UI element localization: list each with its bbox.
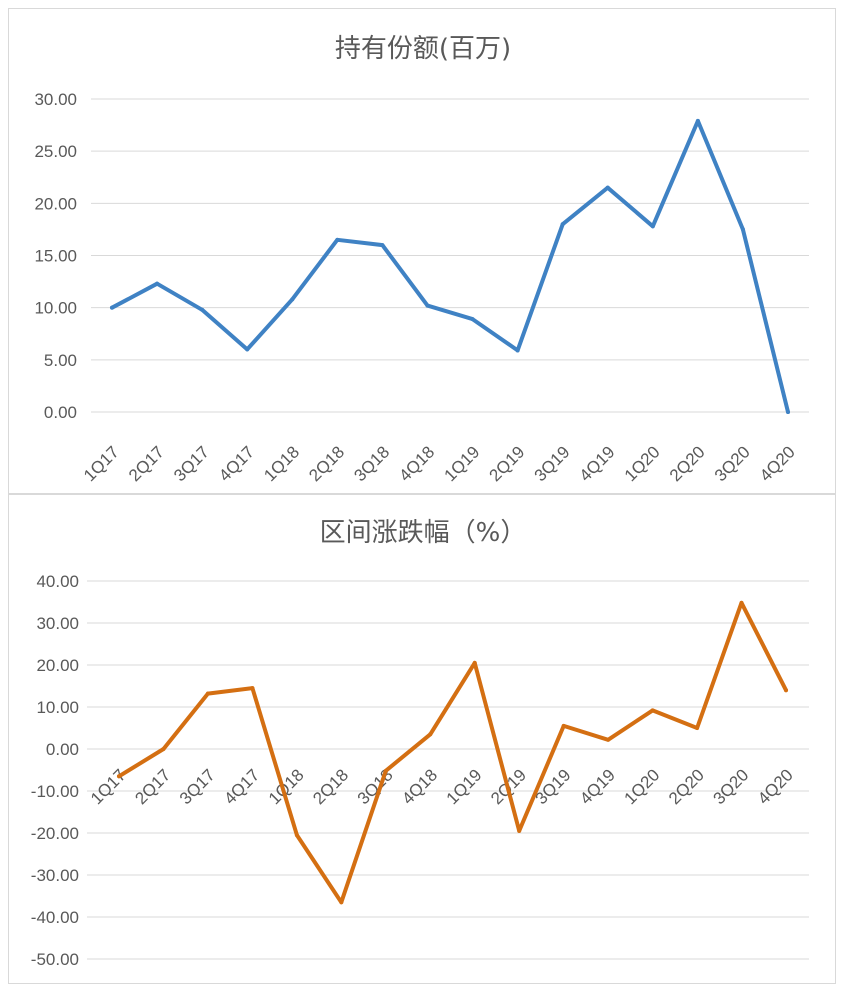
- data-point: [335, 237, 340, 242]
- x-tick-label: 1Q17: [80, 442, 123, 485]
- data-point: [515, 348, 520, 353]
- data-point: [517, 828, 522, 833]
- x-tick-label: 1Q20: [621, 765, 664, 808]
- data-point: [250, 686, 255, 691]
- x-tick-label: 1Q20: [621, 442, 664, 485]
- x-tick-label: 2Q17: [125, 442, 168, 485]
- data-point: [205, 691, 210, 696]
- y-tick-label: 25.00: [34, 142, 77, 161]
- x-tick-label: 4Q18: [398, 765, 441, 808]
- x-tick-label: 3Q20: [711, 442, 754, 485]
- y-tick-label: -50.00: [31, 950, 79, 969]
- x-tick-label: 4Q19: [576, 765, 619, 808]
- data-point: [339, 900, 344, 905]
- x-tick-label: 3Q17: [170, 442, 213, 485]
- y-tick-label: 0.00: [44, 403, 77, 422]
- x-tick-label: 1Q18: [260, 442, 303, 485]
- data-point: [245, 347, 250, 352]
- y-tick-label: 0.00: [46, 740, 79, 759]
- x-tick-label: 2Q19: [486, 442, 529, 485]
- x-tick-label: 4Q20: [756, 442, 799, 485]
- data-point: [560, 222, 565, 227]
- x-tick-label: 3Q17: [176, 765, 219, 808]
- chart-panel-holdings: 持有份额(百万) 0.00 5.00 10.00 15.00 20.00 25.00 30.…: [8, 8, 836, 494]
- data-point: [428, 732, 433, 737]
- x-tick-label: 3Q18: [350, 442, 393, 485]
- y-tick-label: 30.00: [36, 614, 79, 633]
- chart-panel-return: 区间涨跌幅（%） -50.00 -40.00 -30.00 -20.00 -10.00 0…: [8, 494, 836, 984]
- y-tick-label: -20.00: [31, 824, 79, 843]
- data-point: [383, 768, 388, 773]
- y-tick-label: 5.00: [44, 351, 77, 370]
- y-tick-label: -10.00: [31, 782, 79, 801]
- x-tick-label: 4Q18: [395, 442, 438, 485]
- data-point: [605, 185, 610, 190]
- data-point: [425, 303, 430, 308]
- x-tick-label: 4Q20: [754, 765, 797, 808]
- chart-title-holdings: 持有份额(百万): [335, 34, 511, 64]
- data-point: [740, 227, 745, 232]
- data-point: [695, 726, 700, 730]
- data-point: [695, 118, 700, 123]
- data-point: [786, 410, 790, 414]
- y-tick-label: 20.00: [34, 194, 77, 213]
- data-point: [294, 833, 299, 838]
- holdings-line-chart: 持有份额(百万) 0.00 5.00 10.00 15.00 20.00 25.00 30.…: [34, 34, 809, 485]
- y-tick-label: 40.00: [36, 572, 79, 591]
- data-point: [380, 243, 385, 248]
- x-tick-label: 2Q20: [666, 442, 709, 485]
- y-tick-label: 20.00: [36, 656, 79, 675]
- x-tick-label: 2Q18: [309, 765, 352, 808]
- x-tick-label: 2Q17: [131, 765, 174, 808]
- data-point: [117, 774, 121, 779]
- data-point: [739, 600, 744, 605]
- y-tick-label: -40.00: [31, 908, 79, 927]
- data-point: [470, 317, 475, 322]
- data-point: [110, 305, 114, 310]
- y-tick-label: 10.00: [36, 698, 79, 717]
- x-tick-label: 4Q17: [215, 442, 258, 485]
- chart-title-return: 区间涨跌幅（%）: [320, 518, 527, 548]
- data-point: [784, 688, 788, 693]
- series-line: [110, 118, 790, 414]
- series-line: [117, 600, 788, 905]
- x-tick-label: 1Q19: [443, 765, 486, 808]
- x-tick-label: 3Q19: [531, 442, 574, 485]
- return-line-chart: 区间涨跌幅（%） -50.00 -40.00 -30.00 -20.00 -10.00 0…: [31, 518, 809, 969]
- y-tick-label: 15.00: [34, 247, 77, 266]
- data-point: [161, 747, 166, 751]
- y-tick-label: 10.00: [34, 299, 77, 318]
- y-tick-label: 30.00: [34, 90, 77, 109]
- x-tick-label: 4Q17: [220, 765, 263, 808]
- data-point: [290, 297, 295, 302]
- y-tick-label: -30.00: [31, 866, 79, 885]
- x-tick-label: 2Q18: [305, 442, 348, 485]
- data-point: [606, 737, 611, 742]
- data-point: [561, 723, 566, 728]
- data-point: [472, 660, 477, 665]
- data-point: [650, 224, 655, 229]
- x-tick-label: 4Q19: [576, 442, 619, 485]
- data-point: [650, 708, 655, 713]
- x-tick-label: 2Q20: [665, 765, 708, 808]
- data-point: [200, 307, 205, 312]
- x-tick-label: 1Q19: [441, 442, 484, 485]
- data-point: [155, 281, 160, 286]
- x-tick-label: 3Q20: [710, 765, 753, 808]
